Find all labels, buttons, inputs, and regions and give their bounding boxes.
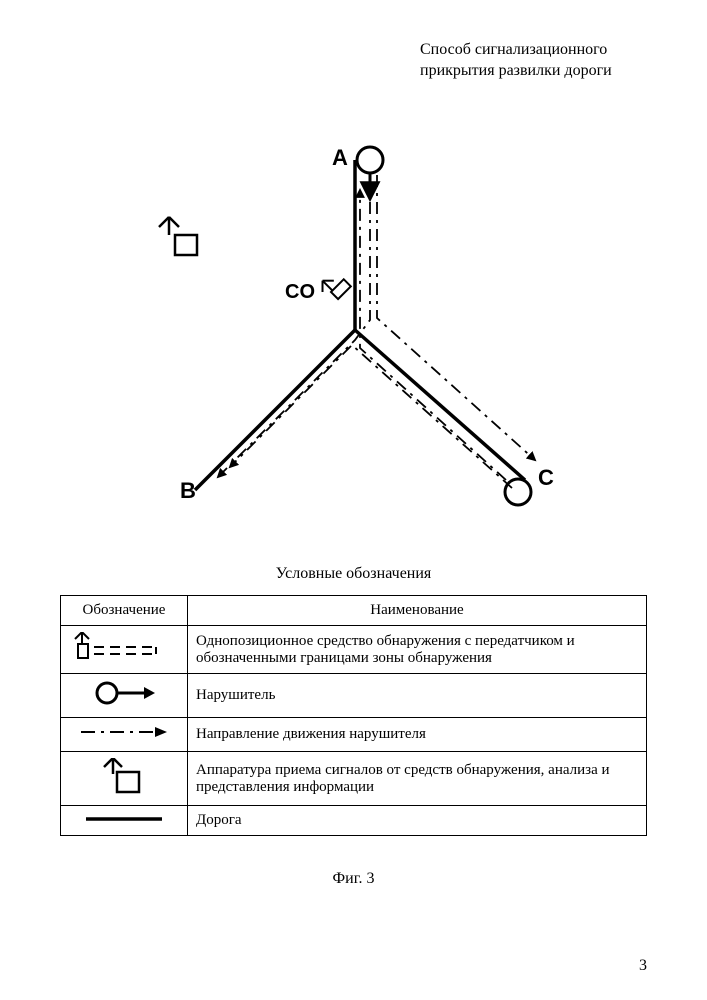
- intruder-icon: [89, 680, 159, 706]
- legend-row-intruder: Нарушитель: [61, 674, 647, 718]
- label-C: C: [538, 465, 554, 490]
- receiver-icon: [159, 217, 197, 255]
- legend-header-name: Наименование: [188, 596, 647, 626]
- legend-desc-intruder: Нарушитель: [188, 674, 647, 718]
- intruder-C: [505, 479, 531, 505]
- title-line-2: прикрытия развилки дороги: [420, 62, 612, 79]
- legend-desc-road: Дорога: [188, 806, 647, 836]
- diagram: A B C CO: [80, 120, 630, 540]
- legend-sym-sensor: [61, 626, 188, 674]
- legend-sym-dashdot: [61, 718, 188, 752]
- sensor-icon: [74, 632, 174, 662]
- label-B: B: [180, 478, 196, 503]
- legend-desc-sensor: Однопозиционное средство обнаружения с п…: [188, 626, 647, 674]
- label-CO: CO: [285, 281, 315, 303]
- legend-row-sensor: Однопозиционное средство обнаружения с п…: [61, 626, 647, 674]
- receiver-symbol-icon: [99, 758, 149, 794]
- road-icon: [84, 814, 164, 824]
- path-C-to-A: [360, 190, 506, 480]
- title-line-1: Способ сигнализационного: [420, 41, 607, 58]
- co-sensor-icon: [317, 269, 351, 303]
- legend-header-row: Обозначение Наименование: [61, 596, 647, 626]
- legend-sym-receiver: [61, 752, 188, 806]
- dashdot-icon: [79, 724, 169, 740]
- legend-desc-dashdot: Направление движения нарушителя: [188, 718, 647, 752]
- figure-caption: Фиг. 3: [0, 870, 707, 888]
- label-A: A: [332, 145, 348, 170]
- movement-paths: [218, 175, 535, 488]
- page-title: Способ сигнализационного прикрытия разви…: [420, 40, 670, 82]
- legend-row-receiver: Аппаратура приема сигналов от средств об…: [61, 752, 647, 806]
- page-number: 3: [639, 957, 647, 975]
- legend-sym-road: [61, 806, 188, 836]
- legend-header-sym: Обозначение: [61, 596, 188, 626]
- legend-row-road: Дорога: [61, 806, 647, 836]
- road-B: [195, 330, 355, 490]
- page: Способ сигнализационного прикрытия разви…: [0, 0, 707, 1000]
- legend-title: Условные обозначения: [0, 565, 707, 583]
- legend-table: Обозначение Наименование: [60, 595, 647, 836]
- legend-sym-intruder: [61, 674, 188, 718]
- legend-desc-receiver: Аппаратура приема сигналов от средств об…: [188, 752, 647, 806]
- legend-row-dashdot: Направление движения нарушителя: [61, 718, 647, 752]
- road-C: [355, 330, 525, 480]
- path-C-to-B: [230, 345, 512, 488]
- path-A-to-B: [218, 175, 370, 477]
